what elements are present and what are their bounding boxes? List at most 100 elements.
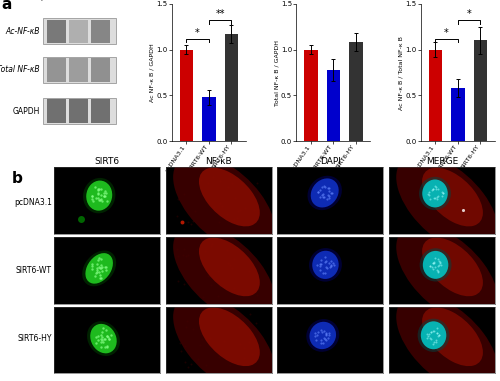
Point [96,336,104,342]
Point [182,324,190,330]
Point [428,329,436,335]
Point [436,260,444,266]
Point [103,333,111,339]
Text: SIRT6-WT: SIRT6-WT [64,0,95,1]
Point [426,331,434,337]
Point [322,196,330,202]
Point [199,294,207,300]
Point [94,264,102,270]
Point [94,190,102,197]
Ellipse shape [423,251,448,279]
FancyBboxPatch shape [44,18,116,44]
Point [228,265,236,271]
Point [220,284,228,290]
Point [181,343,189,349]
Point [434,193,442,199]
Bar [180,50,193,141]
Point [198,336,206,342]
Point [429,186,437,192]
Point [429,328,437,334]
Point [214,219,222,225]
Point [102,333,110,339]
Point [184,363,192,370]
Point [226,176,234,182]
Point [434,269,442,275]
Point [320,328,328,335]
Point [194,246,202,252]
Point [322,258,330,264]
Point [324,185,332,191]
Ellipse shape [421,321,446,349]
Point [325,330,333,336]
Point [102,327,110,333]
Point [97,186,105,192]
Point [312,332,320,338]
FancyBboxPatch shape [92,99,110,123]
Point [239,316,247,322]
Point [88,196,96,202]
Point [100,344,108,350]
Point [100,339,108,345]
Ellipse shape [309,248,342,282]
Point [215,354,223,360]
Point [174,253,182,259]
Point [98,339,106,345]
Point [439,190,447,197]
Point [328,190,336,196]
Point [316,187,324,193]
Point [434,332,442,338]
Point [97,275,105,281]
Point [94,186,102,192]
Point [326,195,334,201]
FancyBboxPatch shape [47,99,66,123]
Point [104,335,112,341]
Point [312,333,320,339]
Point [318,329,326,335]
Point [174,196,182,202]
Text: pcDNA3.1: pcDNA3.1 [40,0,73,1]
Point [324,335,332,341]
Point [330,262,338,268]
Ellipse shape [422,168,483,226]
Point [326,264,334,270]
Point [324,260,332,266]
Point [94,195,102,201]
Point [426,329,434,335]
Text: Ac-NF-κB: Ac-NF-κB [6,27,40,36]
Point [216,283,224,289]
Point [430,328,438,334]
Point [96,196,104,202]
Point [102,192,110,199]
Point [97,265,105,271]
Point [92,340,100,346]
Point [197,177,205,183]
Text: GAPDH: GAPDH [12,107,40,115]
Point [180,280,188,287]
Point [205,272,213,279]
Point [100,336,108,342]
Point [432,184,440,190]
Point [92,267,100,273]
Ellipse shape [396,224,498,323]
Point [96,275,104,281]
FancyBboxPatch shape [44,57,116,83]
Point [173,246,181,252]
Ellipse shape [306,319,339,352]
Point [88,266,96,272]
Point [312,330,320,336]
Point [312,336,320,343]
Point [202,362,210,368]
Point [76,216,84,222]
Point [92,334,100,340]
Point [318,261,326,267]
Point [430,195,438,202]
Title: DAPI: DAPI [320,157,341,166]
FancyBboxPatch shape [69,20,88,43]
Point [216,200,224,206]
Point [431,195,439,201]
Ellipse shape [173,224,275,323]
Point [318,257,326,263]
Point [96,265,104,271]
Point [91,273,99,279]
Point [225,171,233,178]
